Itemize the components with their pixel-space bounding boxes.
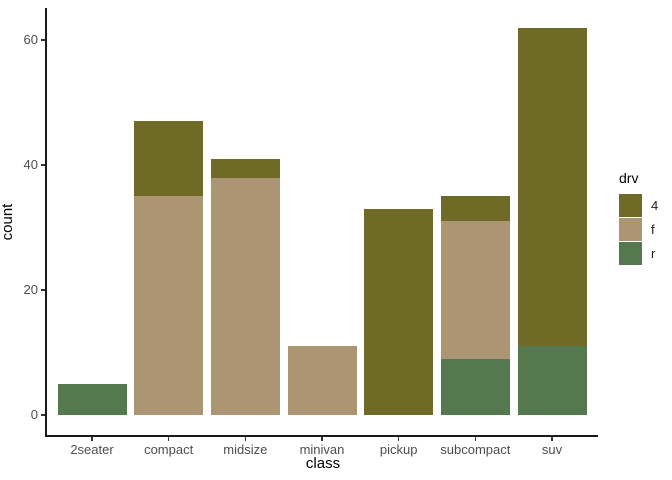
x-axis-tick-label: compact (144, 441, 194, 457)
bar-segment-suv-4 (517, 27, 587, 347)
y-axis-tick (40, 414, 45, 416)
x-axis-title: class (305, 455, 341, 472)
legend-entry-f: f (619, 218, 658, 241)
x-axis-tick-label: 2seater (70, 441, 114, 457)
y-axis-tick-label: 40 (23, 157, 38, 172)
bar-segment-pickup-4 (364, 208, 434, 415)
y-axis-tick (40, 164, 45, 166)
bar-segment-2seater-r (57, 383, 127, 415)
y-axis-tick-label: 0 (30, 407, 38, 422)
x-axis-tick (321, 436, 323, 441)
bar-segment-compact-4 (134, 121, 204, 197)
legend-key-swatch-4 (619, 194, 642, 217)
y-axis-tick (40, 39, 45, 41)
bar-segment-midsize-f (210, 177, 280, 415)
bar-segment-subcompact-4 (440, 196, 510, 222)
y-axis-tick-label: 60 (23, 32, 38, 47)
bar-segment-minivan-f (287, 346, 357, 415)
legend-key-swatch-r (619, 242, 642, 265)
x-axis-tick (474, 436, 477, 441)
legend-key-swatch-f (619, 218, 642, 241)
y-axis-title: count (0, 203, 16, 241)
x-axis-tick-label: minivan (299, 441, 345, 457)
x-axis-tick (167, 436, 170, 441)
bar-segment-midsize-4 (210, 158, 280, 178)
bar-segment-suv-r (517, 346, 587, 415)
bar-segment-compact-f (134, 196, 204, 415)
x-axis-tick (551, 436, 553, 441)
x-axis-tick-label: subcompact (440, 441, 511, 457)
x-axis-tick (244, 436, 247, 441)
x-axis-tick (397, 436, 400, 441)
legend-entry-label: f (651, 222, 655, 237)
y-axis-tick (40, 289, 45, 291)
x-axis-tick-label: pickup (379, 441, 418, 457)
legend-entry-r: r (619, 242, 658, 265)
legend-title: drv (619, 170, 639, 186)
legend-entry-label: r (651, 246, 656, 261)
legend-entry-4: 4 (619, 194, 658, 217)
x-axis-tick-label: suv (541, 441, 563, 457)
bar-segment-subcompact-f (440, 221, 510, 359)
x-axis-line (45, 435, 598, 437)
legend-entry-label: 4 (651, 198, 659, 213)
x-axis-tick (91, 436, 93, 441)
y-axis-line (45, 8, 47, 437)
bar-segment-subcompact-r (440, 358, 510, 415)
y-axis-tick-label: 20 (23, 282, 38, 297)
x-axis-tick-label: midsize (223, 441, 268, 457)
